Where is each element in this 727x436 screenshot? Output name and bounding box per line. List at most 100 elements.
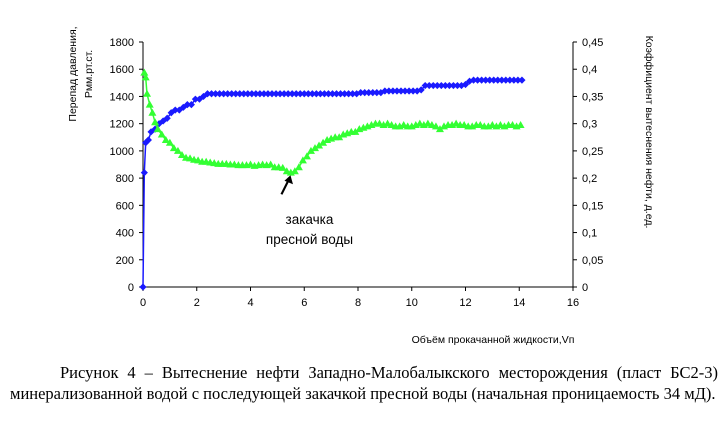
displacement-coefficient-point (361, 89, 369, 97)
displacement-coefficient-point (203, 90, 212, 98)
y-left-tick-label: 1000 (110, 146, 134, 158)
displacement-coefficient-point (494, 76, 502, 84)
y-left-tick-label: 1800 (110, 37, 134, 49)
displacement-coefficient-point (236, 90, 244, 98)
y-right-tick-label: 0,15 (582, 200, 603, 212)
displacement-coefficient-point (308, 90, 316, 98)
displacement-coefficient-point (268, 90, 276, 98)
displacement-coefficient-point (473, 76, 482, 84)
displacement-coefficient-point (393, 87, 401, 95)
displacement-coefficient-point (328, 90, 337, 98)
x-tick-label: 0 (140, 297, 146, 309)
y-right-tick-label: 0,1 (582, 228, 597, 240)
displacement-coefficient-point (312, 90, 320, 98)
displacement-coefficient-point (199, 92, 208, 101)
displacement-coefficient-point (183, 101, 191, 109)
annotation-text: пресной воды (266, 232, 353, 247)
pressure-drop-point (151, 118, 160, 126)
pressure-drop-point (431, 122, 440, 130)
displacement-coefficient-point (187, 101, 195, 109)
pressure-drop-point (266, 160, 275, 168)
displacement-coefficient-point (453, 81, 462, 90)
displacement-coefficient-point (381, 87, 389, 95)
displacement-coefficient-point (304, 90, 312, 98)
displacement-coefficient-point (441, 81, 449, 90)
displacement-coefficient-point (514, 76, 522, 84)
y-left-tick-label: 600 (116, 200, 134, 212)
y-left-tick-label: 400 (116, 228, 134, 240)
pressure-drop-point (157, 130, 166, 138)
x-tick-label: 12 (459, 297, 471, 309)
displacement-coefficient-point (215, 90, 224, 98)
displacement-coefficient-point (260, 90, 268, 98)
pressure-drop-point (173, 146, 182, 154)
pressure-drop-point (161, 136, 170, 143)
y-right-tick-label: 0,45 (582, 37, 603, 49)
pressure-drop-point (177, 150, 186, 158)
displacement-coefficient-point (461, 80, 470, 89)
displacement-coefficient-point (244, 90, 252, 98)
displacement-coefficient-point (171, 106, 179, 114)
displacement-coefficient-point (232, 90, 240, 98)
annotation-group: закачка пресной воды (266, 175, 353, 247)
displacement-coefficient-point (336, 90, 345, 98)
series-group (139, 68, 526, 291)
displacement-coefficient-point (401, 87, 409, 95)
displacement-coefficient-point (276, 90, 284, 98)
displacement-coefficient-point (140, 169, 148, 177)
displacement-coefficient-point (175, 106, 183, 114)
displacement-coefficient-point (292, 90, 300, 98)
pressure-drop-point (516, 121, 525, 129)
y-right-tick-label: 0,4 (582, 64, 597, 76)
displacement-coefficient-point (280, 90, 288, 98)
pressure-drop-point (335, 133, 344, 141)
pressure-drop-point (351, 127, 360, 135)
displacement-coefficient-point (425, 81, 433, 90)
y-right-tick-label: 0,2 (582, 173, 597, 185)
displacement-coefficient-point (469, 76, 478, 84)
x-tick-label: 8 (355, 297, 361, 309)
y-right-tick-label: 0,35 (582, 91, 603, 103)
displacement-coefficient-point (288, 90, 296, 98)
displacement-coefficient-point (478, 76, 486, 84)
x-tick-label: 14 (513, 297, 525, 309)
displacement-coefficient-point (248, 90, 256, 98)
displacement-coefficient-point (228, 90, 236, 98)
displacement-chart: 0 2 4 6 8 10 12 14 16020040060080010001200140016… (67, 26, 655, 346)
displacement-coefficient-point (211, 90, 220, 98)
displacement-coefficient-point (510, 76, 518, 84)
displacement-coefficient-point (272, 90, 280, 98)
displacement-coefficient-point (490, 76, 498, 84)
displacement-coefficient-point (449, 81, 458, 90)
pressure-drop-point (145, 100, 154, 108)
displacement-coefficient-point (163, 114, 171, 122)
displacement-coefficient-point (220, 90, 228, 98)
y-right-tick-label: 0 (582, 282, 588, 294)
y-right-tick-label: 0,25 (582, 146, 603, 158)
y-left-tick-label: 800 (116, 173, 134, 185)
displacement-coefficient-point (144, 136, 152, 144)
pressure-drop-point (153, 125, 162, 133)
displacement-coefficient-point (373, 89, 381, 97)
displacement-coefficient-line (142, 79, 522, 288)
displacement-coefficient-point (252, 90, 260, 98)
pressure-drop-point (169, 144, 178, 152)
y-left-tick-label: 200 (116, 255, 134, 267)
pressure-drop-point (290, 167, 299, 175)
x-axis-title: Объём прокачанной жидкости,Vп (412, 334, 575, 346)
displacement-coefficient-point (437, 81, 445, 90)
pressure-drop-point (140, 68, 149, 76)
pressure-drop-point (141, 73, 150, 81)
pressure-drop-point (319, 138, 328, 146)
displacement-coefficient-point (240, 90, 248, 98)
displacement-coefficient-point (332, 90, 341, 98)
y-right-tick-label: 0,3 (582, 119, 597, 131)
pressure-drop-point (306, 146, 315, 154)
x-tick-label: 10 (406, 297, 418, 309)
displacement-coefficient-point (429, 81, 437, 90)
displacement-coefficient-point (357, 89, 365, 97)
pressure-drop-point (435, 125, 444, 133)
displacement-coefficient-point (324, 90, 333, 98)
y-right-axis-title: Коэффициент вытеснения нефти, д.ед. (643, 36, 655, 229)
ticks-group: 0 2 4 6 8 10 12 14 16020040060080010001200140016… (110, 37, 604, 309)
